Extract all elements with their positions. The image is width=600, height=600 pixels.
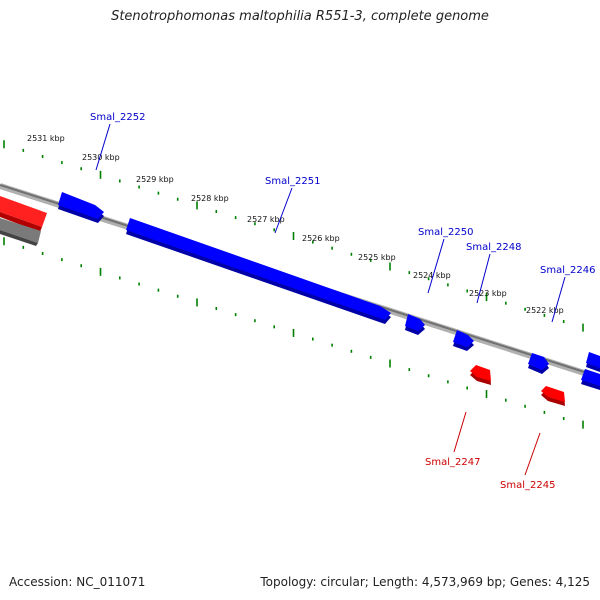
gene-label-smal_2250[interactable]: Smal_2250 bbox=[418, 227, 473, 238]
gene-label-smal_2252[interactable]: Smal_2252 bbox=[90, 112, 145, 123]
tick-label: 2523 kbp bbox=[469, 289, 507, 298]
tick-label: 2531 kbp bbox=[27, 134, 65, 143]
gene-label-smal_2246[interactable]: Smal_2246 bbox=[540, 265, 595, 276]
gene-label-leader bbox=[95, 123, 111, 171]
gene-arrow-smal_2250[interactable] bbox=[405, 314, 425, 335]
gene-arrows bbox=[58, 192, 600, 406]
gene-label-smal_2247[interactable]: Smal_2247 bbox=[425, 457, 480, 468]
tick-label: 2528 kbp bbox=[191, 194, 229, 203]
tick-label: 2526 kbp bbox=[302, 234, 340, 243]
scale-tick-labels: 2531 kbp 2530 kbp 2529 kbp 2528 kbp 2527 kbp… bbox=[27, 134, 564, 315]
gene-label-leader bbox=[524, 432, 541, 476]
gene-arrow-smal_2246[interactable] bbox=[528, 353, 549, 374]
genome-summary-text: Topology: circular; Length: 4,573,969 bp… bbox=[260, 575, 590, 589]
left-edge-gray-feature bbox=[0, 218, 41, 243]
gene-label-smal_2245[interactable]: Smal_2245 bbox=[500, 480, 555, 491]
gene-labels: Smal_2252 Smal_2251 Smal_2250 Smal_2248 Smal… bbox=[90, 112, 595, 491]
tick-label: 2530 kbp bbox=[82, 153, 120, 162]
tick-label: 2524 kbp bbox=[413, 271, 451, 280]
map-title: Stenotrophomonas maltophilia R551-3, com… bbox=[111, 9, 489, 24]
gene-arrow-smal_2247[interactable] bbox=[470, 365, 491, 385]
gene-label-leader bbox=[427, 238, 445, 294]
gene-arrow-smal_2252[interactable] bbox=[58, 192, 104, 223]
tick-label: 2527 kbp bbox=[247, 215, 285, 224]
tick-label: 2529 kbp bbox=[136, 175, 174, 184]
tick-label: 2522 kbp bbox=[526, 306, 564, 315]
gene-arrow-smal_2246[interactable] bbox=[581, 369, 600, 390]
gene-arrow-smal_2246[interactable] bbox=[586, 352, 600, 372]
tick-label: 2525 kbp bbox=[358, 253, 396, 262]
gene-label-leader bbox=[274, 187, 293, 234]
left-edge-reverse-gene bbox=[0, 196, 47, 227]
gene-label-smal_2248[interactable]: Smal_2248 bbox=[466, 242, 521, 253]
lower-tick-track bbox=[3, 237, 584, 429]
gene-arrow-smal_2251[interactable] bbox=[126, 218, 391, 324]
gene-label-leader bbox=[476, 253, 491, 304]
gene-label-smal_2251[interactable]: Smal_2251 bbox=[265, 176, 320, 187]
gene-label-leader bbox=[551, 276, 566, 323]
upper-tick-track bbox=[3, 140, 584, 332]
left-edge-features bbox=[0, 196, 47, 246]
accession-text: Accession: NC_011071 bbox=[9, 575, 146, 589]
gene-arrow-smal_2248[interactable] bbox=[453, 330, 474, 351]
gene-label-leader bbox=[453, 411, 467, 453]
gene-arrow-smal_2245[interactable] bbox=[541, 386, 565, 406]
